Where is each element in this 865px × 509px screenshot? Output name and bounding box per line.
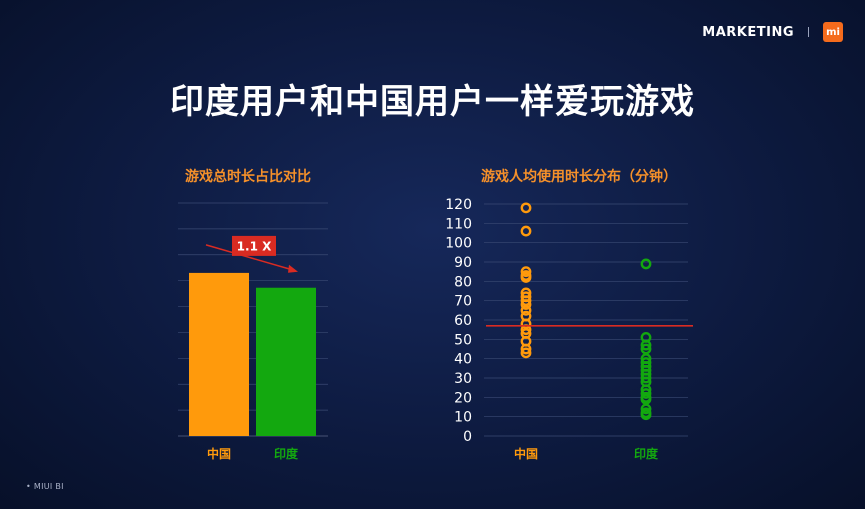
scatter-category-label: 印度 [634, 446, 659, 461]
data-point-india [640, 393, 652, 405]
bar-china [189, 272, 249, 436]
data-point-china [520, 266, 532, 278]
data-point-china [520, 343, 532, 355]
data-point-china [520, 272, 532, 283]
y-tick-label: 0 [463, 429, 472, 445]
marketing-wordmark: MARKETING [702, 24, 794, 40]
bar-category-label: 中国 [207, 446, 231, 461]
brand-header: MARKETING mi [702, 22, 843, 42]
y-tick-label: 120 [445, 197, 472, 213]
y-tick-label: 100 [445, 236, 472, 252]
mi-logo-icon: mi [823, 22, 843, 42]
bar-chart: 中国 印度 1.1 X [178, 202, 328, 461]
data-point-china [520, 225, 532, 237]
y-tick-label: 50 [454, 332, 472, 348]
y-tick-label: 70 [454, 294, 472, 310]
page-title: 印度用户和中国用户一样爱玩游戏 [170, 82, 695, 122]
annotation-label: 1.1 X [237, 239, 272, 253]
data-point-china [520, 299, 532, 310]
y-tick-label: 40 [454, 352, 472, 368]
footer-source: • MIUI BI [26, 482, 64, 491]
y-tick-label: 60 [454, 313, 472, 329]
data-point-china [520, 304, 532, 316]
data-point-india [640, 339, 652, 351]
y-tick-label: 20 [454, 390, 472, 406]
data-point-india [640, 258, 652, 270]
scatter-category-label: 中国 [514, 446, 538, 461]
y-tick-label: 30 [454, 371, 472, 387]
data-point-china [520, 295, 532, 307]
bar-category-label: 印度 [274, 446, 299, 461]
annotation-arrowhead-icon [288, 264, 298, 273]
footer-label: MIUI BI [33, 482, 64, 491]
bar-chart-title: 游戏总时长占比对比 [185, 169, 311, 185]
scatter-chart-title: 游戏人均使用时长分布（分钟） [481, 169, 677, 185]
y-tick-label: 80 [454, 274, 472, 290]
data-point-china [520, 347, 532, 359]
data-point-india [640, 388, 652, 399]
y-tick-label: 10 [454, 410, 472, 426]
data-point-china [520, 202, 532, 214]
data-point-india [640, 372, 652, 384]
data-point-india [640, 403, 652, 415]
scatter-chart: 0 10 20 30 40 50 60 70 80 90 100 110 120 中国 印度 [445, 197, 693, 461]
data-point-china [520, 318, 532, 330]
data-point-india [640, 343, 652, 355]
y-tick-label: 90 [454, 255, 472, 271]
annotation-arrow-line [205, 244, 293, 271]
brand-separator [808, 27, 809, 37]
bar-india [256, 287, 316, 436]
data-point-india [640, 409, 652, 421]
y-tick-label: 110 [445, 216, 472, 232]
annotation-badge [232, 235, 276, 256]
